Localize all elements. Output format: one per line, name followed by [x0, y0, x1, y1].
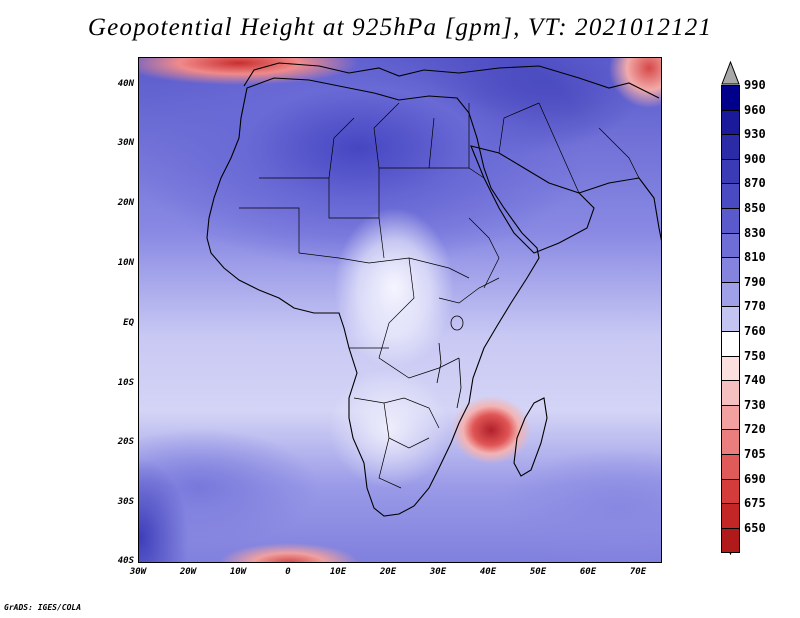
colorbar-label: 690: [744, 471, 766, 486]
lat-label-20s: 20S: [117, 437, 134, 447]
colorbar-cell: [721, 134, 740, 160]
lon-label-70e: 70E: [629, 567, 647, 577]
colorbar-cell: [721, 109, 740, 136]
colorbar-label: 760: [744, 324, 766, 338]
colorbar-label: 830: [744, 225, 766, 240]
colorbar-cell: [721, 208, 740, 234]
colorbar-cell: [721, 404, 740, 431]
colorbar-label: 770: [744, 299, 766, 314]
colorbar-cell: [721, 281, 740, 308]
colorbar-label: 675: [744, 496, 766, 511]
colorbar-cell: [721, 85, 740, 111]
lat-label-40n: 40N: [117, 79, 134, 89]
lon-label-20e: 20E: [379, 567, 397, 577]
lon-label-0: 0: [285, 567, 291, 577]
colorbar-cell: [721, 380, 740, 406]
arabia-coast: [470, 145, 595, 254]
colorbar-cell: [721, 158, 740, 185]
lat-label-10s: 10S: [117, 378, 134, 388]
colorbar-label: 990: [744, 78, 766, 92]
colorbar-cell: [721, 355, 740, 382]
colorbar-label: 750: [744, 348, 766, 363]
colorbar-cell: [721, 306, 740, 332]
europe-coast: [243, 62, 660, 99]
colorbar-label: 790: [744, 274, 766, 289]
lon-label-10w: 10W: [229, 567, 247, 577]
colorbar-label: 650: [744, 520, 766, 535]
colorbar-cell: [721, 331, 740, 357]
lat-label-40s: 40S: [117, 556, 134, 566]
colorbar-label: 870: [744, 176, 766, 191]
colorbar-cell: [721, 232, 740, 259]
africa-coast: [206, 77, 540, 517]
grads-credit: GrADS: IGES/COLA: [4, 603, 82, 612]
chart-title: Geopotential Height at 925hPa [gpm], VT:…: [87, 14, 713, 41]
lon-label-20w: 20W: [179, 567, 197, 577]
colorbar-top-arrow: [721, 61, 740, 85]
lon-label-30e: 30E: [429, 567, 447, 577]
lon-label-40e: 40E: [479, 567, 497, 577]
lon-label-30w: 30W: [129, 567, 147, 577]
lat-label-10n: 10N: [117, 258, 134, 268]
colorbar-label: 850: [744, 201, 766, 215]
lat-label-20n: 20N: [117, 198, 134, 208]
madagascar-coast: [513, 397, 548, 477]
lat-label-eq: EQ: [123, 318, 134, 328]
lon-label-10e: 10E: [329, 567, 347, 577]
colorbar-label: 720: [744, 422, 766, 437]
colorbar-cell: [721, 429, 740, 455]
lat-label-30s: 30S: [117, 497, 134, 507]
colorbar-label: 740: [744, 373, 766, 388]
colorbar-label: 960: [744, 102, 766, 117]
asia-coast: [578, 177, 661, 241]
lon-label-50e: 50E: [529, 567, 547, 577]
colorbar-cell: [721, 257, 740, 283]
colorbar-label: 730: [744, 397, 766, 412]
colorbar-cell: [721, 527, 740, 554]
colorbar-cell: [721, 183, 740, 209]
colorbar-label: 930: [744, 127, 766, 142]
map-plot-area: [138, 57, 662, 563]
colorbar-label: 900: [744, 151, 766, 166]
colorbar-label: 705: [744, 447, 766, 461]
colorbar-label: 810: [744, 250, 766, 265]
colorbar-cell: [721, 454, 740, 480]
lat-label-30n: 30N: [117, 138, 134, 148]
lon-label-60e: 60E: [579, 567, 597, 577]
colorbar-cell: [721, 478, 740, 505]
colorbar-cell: [721, 503, 740, 529]
coastline-borders: [206, 62, 661, 517]
